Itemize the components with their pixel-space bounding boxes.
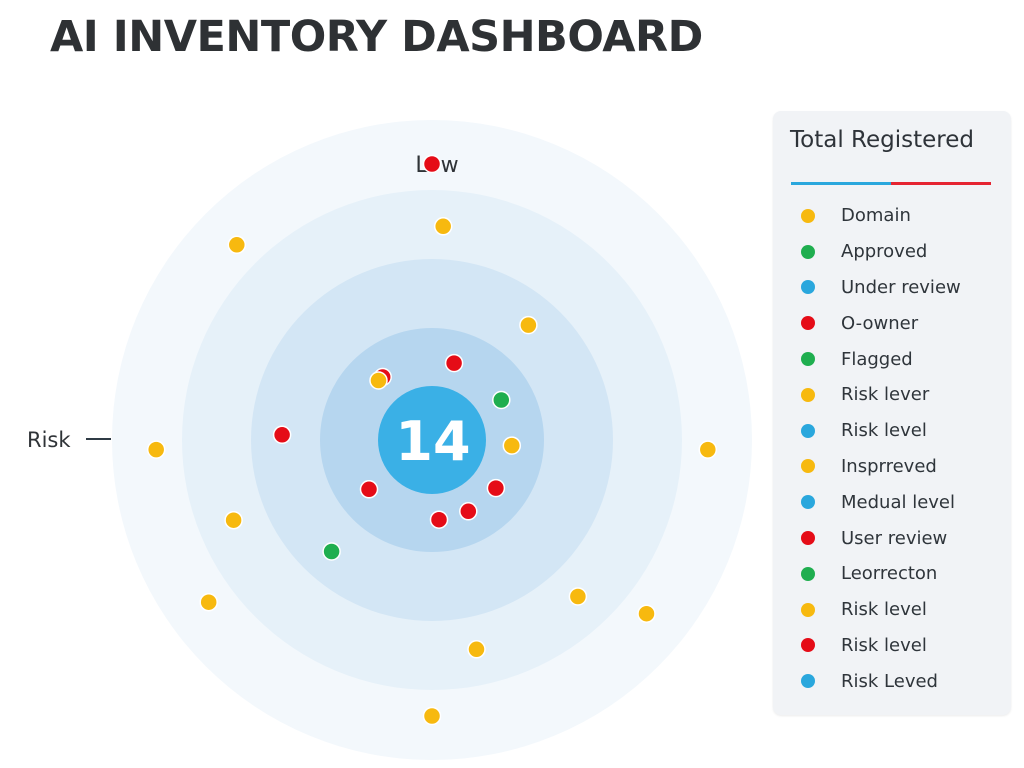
legend-item: Domain: [773, 198, 1011, 234]
data-point-red: [444, 353, 464, 373]
legend-label: Domain: [841, 205, 911, 227]
data-point-red: [486, 478, 506, 498]
data-point-yellow: [568, 587, 588, 606]
data-point-green: [322, 542, 341, 561]
legend-item: Under review: [773, 270, 1011, 306]
points-layer: [146, 154, 718, 726]
center-circle: [378, 386, 486, 494]
legend-label: Insprreved: [841, 455, 937, 477]
legend-swatch: [801, 423, 815, 438]
legend-item: Approved: [773, 234, 1011, 270]
legend-label: Approved: [841, 241, 928, 263]
data-point-red: [272, 425, 292, 445]
legend-label: User review: [841, 527, 948, 549]
risk-radar-chart: 14 Low Risk: [27, 120, 752, 760]
legend-label: O-owner: [841, 312, 919, 334]
data-point-yellow: [224, 510, 243, 530]
legend-item: Insprreved: [773, 449, 1011, 485]
data-point-yellow: [369, 371, 388, 390]
data-point-yellow: [227, 235, 247, 255]
legend-item: Medual level: [773, 484, 1011, 520]
data-point-yellow: [433, 217, 453, 236]
data-point-yellow: [467, 640, 486, 659]
legend-swatch: [801, 244, 815, 259]
legend-swatch: [801, 566, 815, 581]
legend-swatch: [801, 674, 815, 689]
legend-item: Risk level: [773, 413, 1011, 449]
legend-swatch: [801, 387, 815, 402]
data-point-yellow: [146, 440, 166, 459]
data-point-red: [459, 502, 478, 521]
data-point-red: [359, 480, 379, 499]
legend-swatch: [801, 495, 815, 510]
legend-title: Total Registered: [790, 127, 974, 153]
legend-swatch: [801, 280, 815, 295]
legend-item: Leorrecton: [773, 556, 1011, 592]
data-point-yellow: [637, 604, 656, 623]
data-point-yellow: [199, 592, 218, 612]
legend-swatch: [801, 352, 815, 367]
legend-item: O-owner: [773, 305, 1011, 341]
data-point-green: [492, 390, 511, 410]
legend-item: User review: [773, 520, 1011, 556]
legend-label: Risk lever: [841, 384, 930, 406]
legend-divider: [791, 182, 991, 185]
legend-swatch: [801, 638, 815, 653]
legend-label: Risk level: [841, 599, 927, 621]
data-point-yellow: [698, 440, 718, 459]
data-point-yellow: [519, 315, 538, 335]
legend-swatch: [801, 208, 815, 223]
legend-item: Risk lever: [773, 377, 1011, 413]
legend-label: Risk level: [841, 634, 927, 656]
data-point-red: [429, 510, 449, 529]
legend-label: Leorrecton: [841, 563, 938, 585]
legend-item: Risk Leved: [773, 663, 1011, 699]
legend-swatch: [801, 316, 815, 331]
legend-label: Risk Leved: [841, 670, 938, 692]
left-label: Risk: [27, 428, 71, 452]
data-point-red: [422, 154, 442, 174]
legend-item: Flagged: [773, 341, 1011, 377]
legend-label: Under review: [841, 276, 961, 298]
legend-swatch: [801, 602, 815, 617]
page-title: AI INVENTORY DASHBOARD: [50, 12, 703, 62]
legend-label: Flagged: [841, 348, 913, 370]
legend-item: Risk level: [773, 628, 1011, 664]
data-point-yellow: [422, 706, 442, 726]
legend-swatch: [801, 531, 815, 546]
data-point-yellow: [502, 436, 522, 455]
legend-label: Risk level: [841, 420, 927, 442]
legend-list: Domain Approved Under review O-owner Fla…: [773, 198, 1011, 699]
legend-label: Medual level: [841, 491, 955, 513]
center-value: 14: [395, 410, 470, 473]
legend-item: Risk level: [773, 592, 1011, 628]
legend-swatch: [801, 459, 815, 474]
legend-panel: Total Registered Domain Approved Under r…: [773, 111, 1011, 715]
